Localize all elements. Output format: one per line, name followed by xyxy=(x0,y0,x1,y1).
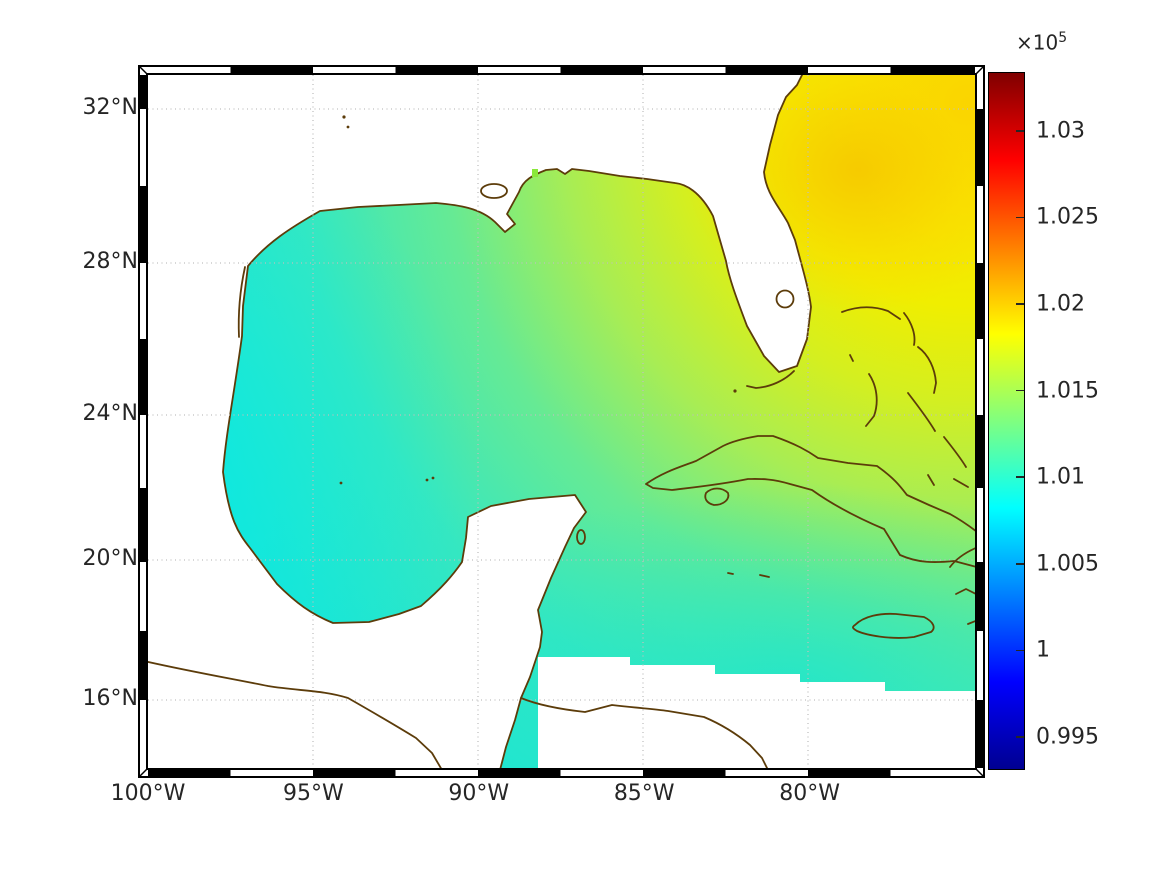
frame-top-seg-5 xyxy=(560,67,643,74)
frame-left-seg-7 xyxy=(140,562,147,631)
frame-bottom-seg-2 xyxy=(313,769,396,776)
y-tick-label-1: 28°N xyxy=(82,249,138,274)
frame-bottom-seg-0 xyxy=(148,769,231,776)
frame-bottom-seg-3 xyxy=(395,769,478,776)
colorbar-tick-label-4: 1.01 xyxy=(1036,464,1085,490)
x-tick-label-1: 95°W xyxy=(283,781,344,806)
y-tick-label-0: 32°N xyxy=(82,95,138,120)
frame-left-seg-2 xyxy=(140,186,147,263)
graticule-gridlines xyxy=(148,75,975,768)
frame-right-seg-5 xyxy=(976,415,983,488)
frame-right-seg-6 xyxy=(976,488,983,562)
frame-top-seg-4 xyxy=(478,67,561,74)
colorbar-tick-label-1: 1.025 xyxy=(1036,204,1099,230)
colorbar-tick-label-0: 1.03 xyxy=(1036,118,1085,144)
frame-left-seg-5 xyxy=(140,415,147,488)
frame-corner-bevels xyxy=(138,65,985,778)
frame-top-seg-9 xyxy=(890,67,975,74)
map-axes xyxy=(148,75,975,768)
frame-right-seg-3 xyxy=(976,263,983,339)
y-tick-label-2: 24°N xyxy=(82,401,138,426)
cozumel-island xyxy=(576,529,586,545)
frame-bottom-seg-8 xyxy=(808,769,891,776)
colorbar-tick-label-5: 1.005 xyxy=(1036,551,1099,577)
frame-bottom-seg-7 xyxy=(725,769,808,776)
frame-top-seg-7 xyxy=(725,67,808,74)
frame-bottom-seg-6 xyxy=(643,769,726,776)
florida-keys xyxy=(746,370,795,389)
x-tick-label-0: 100°W xyxy=(110,781,186,806)
colorbar-tickmark-2 xyxy=(1016,303,1024,305)
y-tick-label-3: 20°N xyxy=(82,546,138,571)
frame-right-seg-0 xyxy=(976,75,983,109)
isla-juventud-coastline xyxy=(704,487,730,506)
colorbar-tickmark-3 xyxy=(1016,389,1024,392)
map-frame xyxy=(138,65,985,778)
colorbar-tickmark-7 xyxy=(1016,736,1024,738)
x-tick-label-3: 85°W xyxy=(613,781,675,806)
honduras-coastline xyxy=(520,697,769,768)
frame-top-seg-6 xyxy=(643,67,726,74)
bahamas-islands xyxy=(841,306,969,488)
frame-right-seg-1 xyxy=(976,109,983,186)
colorbar-tickmark-1 xyxy=(1016,216,1024,219)
frame-left-seg-3 xyxy=(140,263,147,339)
frame-right-seg-9 xyxy=(976,700,983,768)
frame-right-seg-4 xyxy=(976,339,983,415)
colorbar xyxy=(988,72,1025,770)
frame-bottom-seg-1 xyxy=(230,769,313,776)
frame-right-seg-7 xyxy=(976,562,983,631)
texas-barrier-islands xyxy=(237,266,246,338)
jamaica-coastline xyxy=(852,612,935,639)
frame-bottom-seg-5 xyxy=(560,769,643,776)
cuba-coastline xyxy=(645,435,975,568)
colorbar-tickmark-4 xyxy=(1016,476,1024,479)
colorbar-tick-label-7: 0.995 xyxy=(1036,724,1099,750)
frame-bottom-seg-4 xyxy=(478,769,561,776)
colorbar-tickmark-5 xyxy=(1016,563,1024,565)
frame-left-seg-9 xyxy=(140,700,147,768)
x-tick-label-2: 90°W xyxy=(448,781,510,806)
colorbar-tick-label-6: 1 xyxy=(1036,637,1050,663)
frame-left-seg-0 xyxy=(140,75,147,109)
colorbar-tick-label-3: 1.015 xyxy=(1036,378,1099,404)
lake-okeechobee xyxy=(775,289,795,309)
x-tick-label-4: 80°W xyxy=(779,781,840,806)
frame-top-seg-3 xyxy=(395,67,478,74)
mainland-coastline xyxy=(148,75,812,768)
frame-top-seg-1 xyxy=(230,67,313,74)
frame-right-seg-2 xyxy=(976,186,983,263)
frame-left-seg-8 xyxy=(140,631,147,700)
colorbar-tickmark-6 xyxy=(1016,649,1024,652)
pacific-coastline xyxy=(148,660,442,768)
coastal-data-speck xyxy=(532,169,538,177)
frame-left-seg-4 xyxy=(140,339,147,415)
colorbar-exponent-label: ×105 xyxy=(1016,30,1068,55)
coastlines-layer xyxy=(148,75,975,768)
frame-top-seg-8 xyxy=(808,67,891,74)
frame-top-seg-0 xyxy=(148,67,231,74)
colorbar-tickmark-0 xyxy=(1016,130,1024,132)
hispaniola-cayman-edges xyxy=(727,547,975,625)
frame-top-seg-2 xyxy=(313,67,396,74)
y-tick-label-4: 16°N xyxy=(82,686,138,711)
frame-left-seg-6 xyxy=(140,488,147,562)
frame-bottom-seg-9 xyxy=(890,769,975,776)
colorbar-tick-label-2: 1.02 xyxy=(1036,291,1085,317)
frame-left-seg-1 xyxy=(140,109,147,186)
lake-pontchartrain xyxy=(480,183,508,199)
small-island-specks xyxy=(339,115,737,485)
frame-right-seg-8 xyxy=(976,631,983,700)
